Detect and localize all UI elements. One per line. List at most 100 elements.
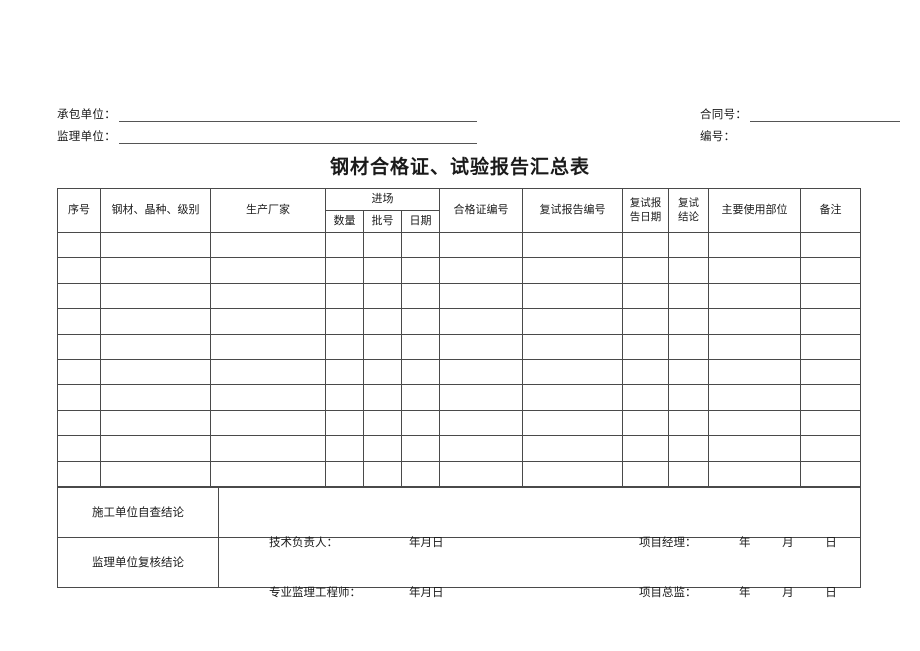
table-cell[interactable] <box>363 308 402 335</box>
table-cell[interactable] <box>325 358 364 386</box>
table-cell[interactable] <box>708 435 802 462</box>
table-cell[interactable] <box>708 409 802 437</box>
table-cell[interactable] <box>210 308 326 335</box>
table-cell[interactable] <box>668 282 710 310</box>
table-cell[interactable] <box>400 460 441 487</box>
table-cell[interactable] <box>439 308 524 335</box>
table-cell[interactable] <box>522 409 624 437</box>
table-cell[interactable] <box>363 409 402 437</box>
table-cell[interactable] <box>668 358 710 386</box>
table-cell[interactable] <box>363 358 402 386</box>
table-cell[interactable] <box>400 333 441 360</box>
table-cell[interactable] <box>400 435 441 462</box>
table-cell[interactable] <box>622 333 670 360</box>
table-cell[interactable] <box>325 231 364 259</box>
table-cell[interactable] <box>622 282 670 310</box>
table-cell[interactable] <box>210 384 326 411</box>
table-cell[interactable] <box>668 231 710 259</box>
table-cell[interactable] <box>400 282 441 310</box>
table-cell[interactable] <box>210 282 326 310</box>
table-cell[interactable] <box>100 358 211 386</box>
table-cell[interactable] <box>668 308 710 335</box>
supervisor-input-rule[interactable] <box>119 130 477 144</box>
table-cell[interactable] <box>325 282 364 310</box>
table-cell[interactable] <box>400 358 441 386</box>
table-cell[interactable] <box>100 435 211 462</box>
table-cell[interactable] <box>400 409 441 437</box>
table-cell[interactable] <box>439 231 524 259</box>
table-cell[interactable] <box>668 384 710 411</box>
table-cell[interactable] <box>522 282 624 310</box>
table-cell[interactable] <box>363 460 402 487</box>
table-cell[interactable] <box>57 460 101 487</box>
table-cell[interactable] <box>325 409 364 437</box>
table-cell[interactable] <box>325 333 364 360</box>
table-cell[interactable] <box>622 231 670 259</box>
table-cell[interactable] <box>800 358 862 386</box>
table-cell[interactable] <box>325 384 364 411</box>
supervision-conclusion-body[interactable]: 专业监理工程师： 年月日 项目总监： 年 月 日 <box>218 536 861 599</box>
contract-no-input-rule[interactable] <box>750 108 900 122</box>
table-cell[interactable] <box>400 384 441 411</box>
table-cell[interactable] <box>622 384 670 411</box>
table-cell[interactable] <box>210 358 326 386</box>
table-cell[interactable] <box>57 409 101 437</box>
table-cell[interactable] <box>708 308 802 335</box>
table-cell[interactable] <box>708 231 802 259</box>
table-cell[interactable] <box>800 435 862 462</box>
table-cell[interactable] <box>800 257 862 284</box>
table-cell[interactable] <box>800 231 862 259</box>
table-cell[interactable] <box>57 257 101 284</box>
table-cell[interactable] <box>522 333 624 360</box>
contractor-input-rule[interactable] <box>119 108 477 122</box>
table-cell[interactable] <box>522 257 624 284</box>
table-cell[interactable] <box>622 257 670 284</box>
table-cell[interactable] <box>363 333 402 360</box>
table-cell[interactable] <box>57 231 101 259</box>
table-cell[interactable] <box>439 384 524 411</box>
table-cell[interactable] <box>800 308 862 335</box>
table-cell[interactable] <box>100 231 211 259</box>
table-cell[interactable] <box>622 460 670 487</box>
table-cell[interactable] <box>325 435 364 462</box>
table-cell[interactable] <box>100 333 211 360</box>
table-cell[interactable] <box>439 358 524 386</box>
table-cell[interactable] <box>57 333 101 360</box>
table-cell[interactable] <box>708 460 802 487</box>
construction-conclusion-body[interactable]: 技术负责人： 年月日 项目经理： 年 月 日 <box>218 486 861 549</box>
table-cell[interactable] <box>668 333 710 360</box>
table-cell[interactable] <box>708 257 802 284</box>
table-cell[interactable] <box>57 358 101 386</box>
table-cell[interactable] <box>57 282 101 310</box>
table-cell[interactable] <box>363 257 402 284</box>
table-cell[interactable] <box>210 333 326 360</box>
table-cell[interactable] <box>210 435 326 462</box>
table-cell[interactable] <box>522 460 624 487</box>
table-cell[interactable] <box>800 384 862 411</box>
table-cell[interactable] <box>522 435 624 462</box>
table-cell[interactable] <box>522 384 624 411</box>
table-cell[interactable] <box>100 384 211 411</box>
table-cell[interactable] <box>522 358 624 386</box>
table-cell[interactable] <box>439 409 524 437</box>
table-cell[interactable] <box>708 282 802 310</box>
table-cell[interactable] <box>363 282 402 310</box>
table-cell[interactable] <box>708 333 802 360</box>
table-cell[interactable] <box>400 231 441 259</box>
table-cell[interactable] <box>325 257 364 284</box>
table-cell[interactable] <box>210 409 326 437</box>
table-cell[interactable] <box>363 231 402 259</box>
table-cell[interactable] <box>100 460 211 487</box>
table-cell[interactable] <box>622 409 670 437</box>
table-cell[interactable] <box>57 308 101 335</box>
table-cell[interactable] <box>439 435 524 462</box>
table-cell[interactable] <box>622 435 670 462</box>
table-cell[interactable] <box>668 460 710 487</box>
table-cell[interactable] <box>363 384 402 411</box>
table-cell[interactable] <box>210 460 326 487</box>
table-cell[interactable] <box>522 231 624 259</box>
table-cell[interactable] <box>708 384 802 411</box>
table-cell[interactable] <box>100 409 211 437</box>
table-cell[interactable] <box>57 435 101 462</box>
table-cell[interactable] <box>325 460 364 487</box>
